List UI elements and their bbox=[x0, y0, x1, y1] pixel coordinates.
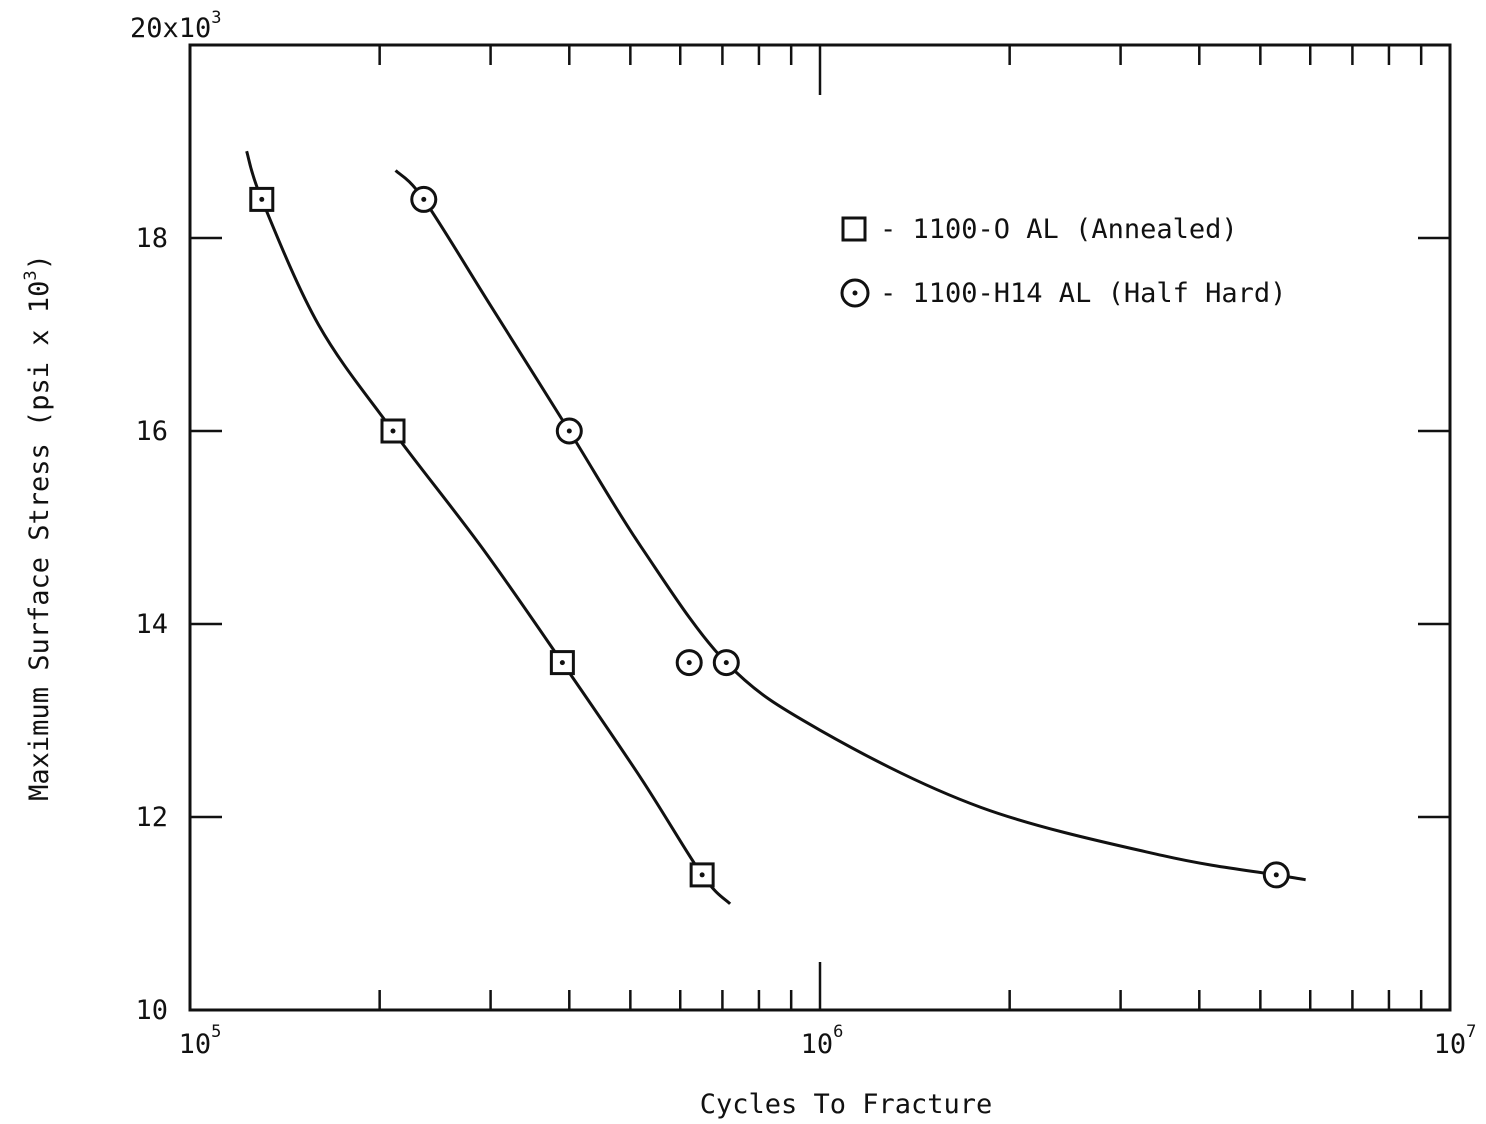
data-point-dot bbox=[686, 660, 692, 666]
y-top-label: 20x103 bbox=[130, 8, 222, 44]
y-axis-title-text: Maximum Surface Stress (psi x 10 bbox=[24, 281, 55, 801]
circle-marker-icon bbox=[840, 278, 870, 308]
x-tick-labels: 105 106 107 bbox=[179, 1022, 1477, 1060]
y-tick-label: 12 bbox=[135, 802, 168, 833]
legend: - 1100-O AL (Annealed) - 1100-H14 AL (Ha… bbox=[840, 214, 1286, 309]
x-axis-title: Cycles To Fracture bbox=[700, 1089, 993, 1120]
legend-label-annealed: - 1100-O AL (Annealed) bbox=[880, 214, 1238, 245]
y-axis-title: Maximum Surface Stress (psi x 103) bbox=[21, 254, 55, 801]
square-marker-icon bbox=[841, 216, 867, 242]
data-point-dot bbox=[723, 660, 729, 666]
legend-label-half-hard: - 1100-H14 AL (Half Hard) bbox=[880, 278, 1286, 309]
data-point-dot bbox=[1273, 872, 1279, 878]
legend-item-half-hard: - 1100-H14 AL (Half Hard) bbox=[840, 278, 1286, 309]
data-point-dot bbox=[390, 428, 396, 434]
y-tick-label: 18 bbox=[135, 223, 168, 254]
series-1-curve bbox=[394, 169, 1306, 882]
y-tick-label: 10 bbox=[135, 995, 168, 1026]
x-tick-label: 107 bbox=[1434, 1022, 1477, 1060]
x-tick-label: 106 bbox=[801, 1022, 844, 1060]
data-point-dot bbox=[421, 196, 427, 202]
data-point-dot bbox=[699, 872, 705, 878]
legend-item-annealed: - 1100-O AL (Annealed) bbox=[841, 214, 1238, 245]
circle-marker-dot bbox=[852, 290, 858, 296]
data-point-dot bbox=[566, 428, 572, 434]
axis-ticks bbox=[190, 45, 1450, 1012]
y-axis-title-exponent: 3 bbox=[21, 270, 41, 280]
x-tick-label: 105 bbox=[179, 1022, 222, 1060]
series-markers bbox=[249, 185, 1290, 889]
y-tick-label: 14 bbox=[135, 609, 168, 640]
series-0-curve bbox=[245, 150, 732, 905]
y-tick-label: 16 bbox=[135, 416, 168, 447]
y-tick-labels: 10 12 14 16 18 20x103 bbox=[130, 8, 222, 1026]
plot-frame bbox=[188, 43, 1452, 1012]
data-point-dot bbox=[559, 660, 565, 666]
data-point-dot bbox=[259, 196, 265, 202]
series-curves bbox=[245, 150, 1306, 905]
